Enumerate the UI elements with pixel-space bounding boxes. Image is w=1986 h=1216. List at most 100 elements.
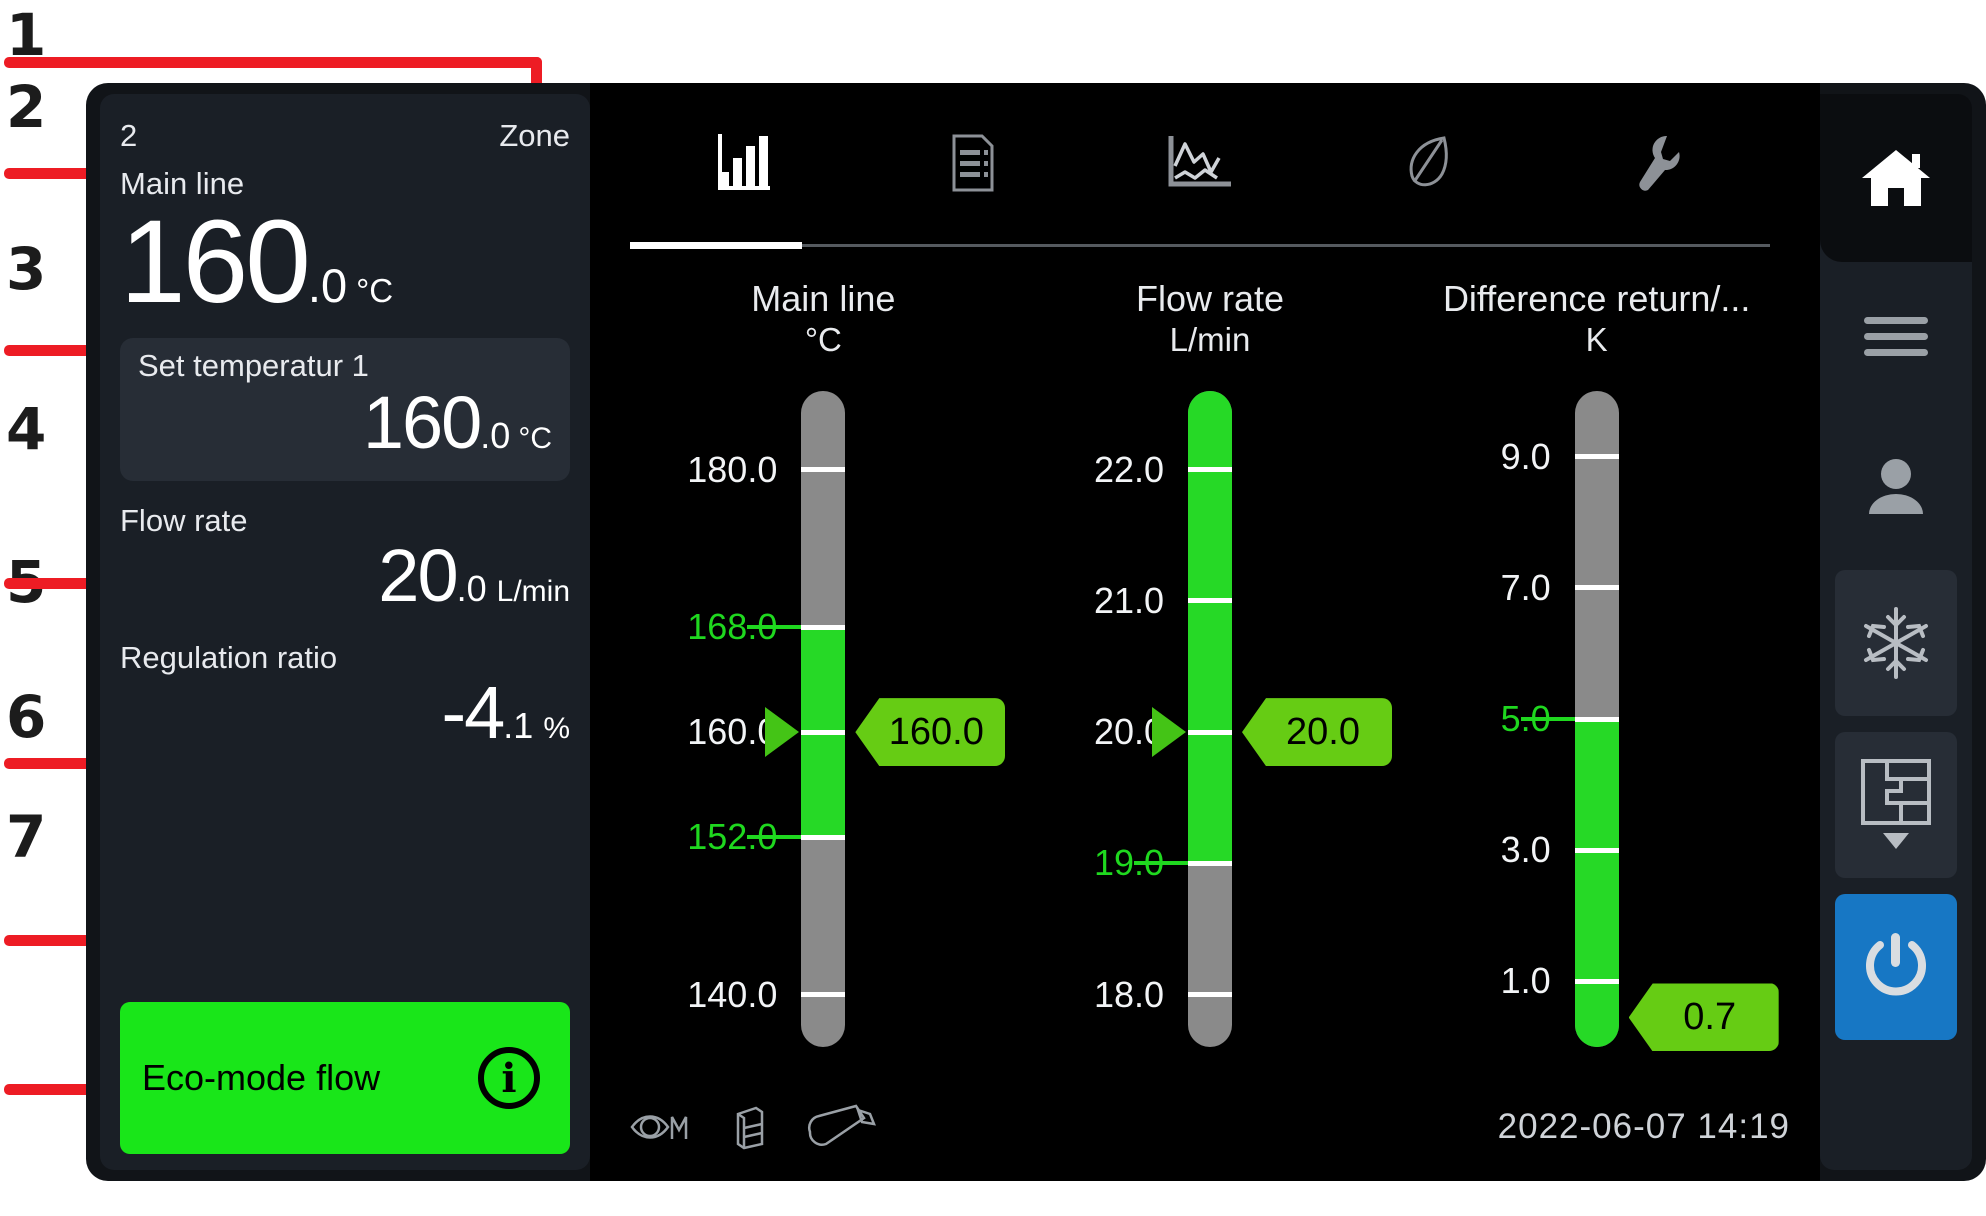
right-sidebar [1820,94,1972,1170]
gauge-tick [1188,598,1232,604]
status-bar: 2022-06-07 14:19 [630,1091,1790,1163]
gauge-tick-label: 9.0 [1500,435,1551,477]
zone-label: Zone [499,118,570,153]
gauge-value-badge: 160.0 [855,698,1006,767]
info-icon[interactable]: i [478,1047,540,1109]
gauge-tick-label: 3.0 [1500,829,1551,871]
callout-leader-2 [4,168,134,179]
regulation-ratio-metric: Regulation ratio -4.1% [120,640,570,755]
gauge-bar [801,391,846,1047]
callout-leader-1-horizontal [4,57,542,68]
regulation-ratio-label: Regulation ratio [120,640,338,676]
gauge-2: Flow rate L/min 22.0 21.0 20.0 19.0 18.0 20.0 [1017,279,1404,1071]
callout-leader-5 [4,758,144,769]
tab-log-list[interactable] [858,103,1086,221]
home-icon [1862,150,1930,206]
mold-zones-icon [1861,759,1931,849]
callout-number-4: 4 [6,395,46,463]
zone-header: 2 Zone [120,94,570,154]
gauge-title: Main line [751,279,896,319]
gauge-tick-label: 21.0 [1093,579,1165,621]
gauge-title: Difference return/... [1442,279,1751,319]
gauge-unit: °C [804,321,842,359]
main-line-label: Main line [120,166,245,201]
tab-leaf-eco[interactable] [1314,103,1542,221]
gauge-scale: 180.0 168.0 160.0 152.0 140.0 160.0 [630,391,1017,1047]
snowflake-icon [1864,607,1928,679]
flow-rate-decimal: .0 [456,568,487,610]
tab-underline [630,242,1770,249]
gauge-tick [1574,454,1619,460]
regulation-ratio-decimal: .1 [503,705,534,747]
regulation-ratio-value: -4 [441,671,505,755]
gauge-unit: L/min [1169,321,1251,359]
eco-mode-flow-button[interactable]: Eco-mode flow i [120,1002,570,1154]
callout-leader-3 [4,345,139,356]
gauge-value-badge: 20.0 [1242,698,1392,767]
main-line-reading: 160.0 °C [120,202,570,322]
gauge-tick [1188,860,1232,866]
main-line-value: 160 [120,196,311,328]
gauge-unit: K [1585,321,1608,359]
gauge-tick [1574,847,1619,853]
gauge-tick [1188,992,1232,998]
gauge-tick-label: 1.0 [1500,960,1551,1002]
hmi-device-screen: 2 Zone Main line 160.0 °C Set temperatur … [86,83,1986,1181]
callout-number-3: 3 [6,235,46,303]
bar-chart-icon [718,134,770,190]
set-temperature-decimal: .0 [480,415,511,457]
eco-mode-flow-label: Eco-mode flow [142,1057,381,1098]
gauge-tick [1574,716,1619,722]
tab-wrench-service[interactable] [1542,103,1770,221]
zone-overview-panel: 2 Zone Main line 160.0 °C Set temperatur … [100,94,590,1170]
flow-rate-metric: Flow rate 20.0 L/min [120,503,570,618]
wrench-icon [1639,135,1680,191]
sidebar-item-zones[interactable] [1835,732,1957,878]
gauge-tick [1574,978,1619,984]
set-temperature-reading: 160.0 °C [138,380,552,465]
set-temperature-card[interactable]: Set temperatur 1 160.0 °C [120,338,570,482]
battery-stack-icon [736,1106,764,1150]
gauge-tick [801,729,846,735]
tab-bar [630,103,1770,253]
gauge-bar [1188,391,1232,1047]
gauge-tick [801,834,846,840]
chevron-down-icon [1883,833,1909,849]
gauge-setpoint-pointer [1152,707,1187,758]
gauge-tick [1574,585,1619,591]
sidebar-item-power[interactable] [1835,894,1957,1040]
callout-leader-7 [4,1084,139,1095]
gauge-tick-label: 140.0 [687,973,778,1015]
callout-number-7: 7 [6,803,46,871]
eye-om-icon [630,1115,688,1139]
gauge-3: Difference return/... K 9.0 7.0 5.0 3.0 1.0 0.7 [1403,279,1790,1071]
callout-leader-4 [4,578,144,589]
set-temperature-label: Set temperatur 1 [138,348,369,384]
gauge-limit-line [1134,861,1189,866]
gauge-1: Main line °C 180.0 168.0 160.0 152.0 140.0 160.… [630,279,1017,1071]
gauge-scale: 22.0 21.0 20.0 19.0 18.0 20.0 [1017,391,1404,1047]
sidebar-item-menu[interactable] [1820,262,1972,412]
timestamp: 2022-06-07 14:19 [1497,1107,1790,1146]
sidebar-item-user[interactable] [1820,412,1972,562]
sidebar-item-cooling[interactable] [1835,570,1957,716]
regulation-ratio-unit: % [543,712,570,746]
set-temperature-unit: °C [518,422,552,456]
zone-number: 2 [120,118,138,153]
flow-rate-reading: 20.0 L/min [120,533,570,618]
sidebar-item-home[interactable] [1820,94,1972,262]
gauge-row: Main line °C 180.0 168.0 160.0 152.0 140.0 160.… [630,279,1790,1071]
gauge-tick [1188,467,1232,473]
callout-number-2: 2 [6,73,46,141]
set-temperature-value: 160 [362,381,482,465]
gauge-tick [801,992,846,998]
gauge-tick-label: 22.0 [1093,448,1165,490]
gauge-limit-line [1520,717,1575,721]
tab-trend-curve[interactable] [1086,103,1314,221]
gauge-limit-line [747,625,802,630]
gauge-fill [1188,391,1232,864]
gauge-tick-label: 7.0 [1500,566,1551,608]
gauge-tick [1188,729,1232,735]
gauge-setpoint-pointer [765,707,800,758]
tab-bar-chart[interactable] [630,103,858,221]
